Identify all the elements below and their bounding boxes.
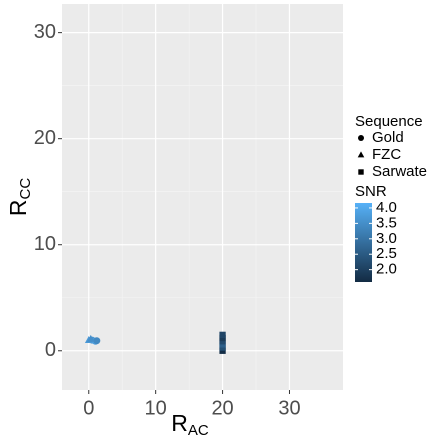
colorbar-label: 3.5 — [376, 214, 397, 231]
legend-title: Sequence — [355, 113, 423, 130]
colorbar-label: 2.0 — [376, 261, 397, 278]
point — [219, 334, 226, 342]
y-tick-label: 10 — [34, 233, 56, 255]
y-axis-title: RCC — [5, 178, 34, 216]
colorbar-label: 4.0 — [376, 199, 397, 216]
point — [219, 331, 226, 339]
y-tick-label: 0 — [45, 339, 56, 361]
colorbar-label: 2.5 — [376, 245, 397, 262]
y-tick-label: 30 — [34, 21, 56, 43]
point — [219, 341, 226, 348]
legend-label: Sarwate — [372, 163, 427, 180]
y-tick-label: 20 — [34, 127, 56, 149]
legend-key — [357, 151, 365, 158]
legend-key — [358, 135, 364, 141]
x-tick-label: 0 — [83, 397, 94, 419]
x-tick-label: 10 — [145, 397, 167, 419]
point — [219, 344, 226, 351]
legend-label: Gold — [372, 129, 404, 146]
point — [219, 338, 226, 345]
point — [219, 347, 226, 354]
x-axis-title: RAC — [171, 410, 209, 439]
legend-label: FZC — [372, 146, 401, 163]
point — [86, 334, 95, 342]
x-tick-label: 30 — [278, 397, 300, 419]
point — [93, 337, 101, 345]
colorbar-label: 3.0 — [376, 230, 397, 247]
x-tick-label: 20 — [211, 397, 233, 419]
legend-key — [358, 169, 364, 175]
colorbar-title: SNR — [355, 183, 387, 200]
panel — [62, 4, 343, 390]
colorbar — [355, 203, 372, 282]
